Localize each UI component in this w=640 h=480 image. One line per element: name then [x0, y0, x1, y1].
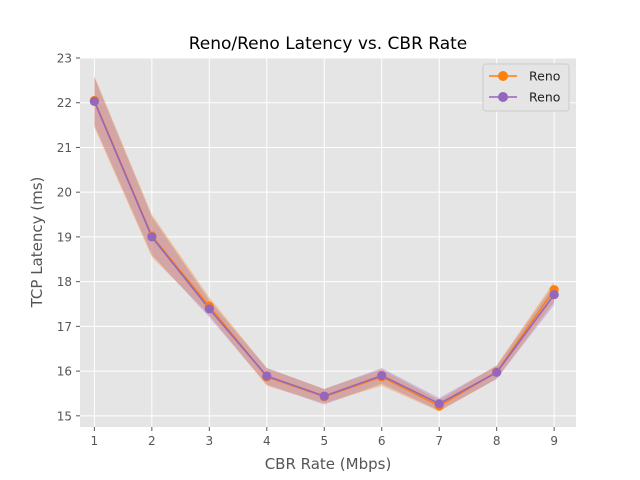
y-axis-ticks: 15 16 17 18 19 20 21 22 23 [57, 52, 80, 423]
series-1-point-2 [204, 304, 214, 314]
series-1-point-7 [492, 367, 502, 378]
series-1-point-5 [377, 370, 387, 381]
chart-title: Reno/Reno Latency vs. CBR Rate [189, 34, 468, 54]
x-tick-label-1: 2 [148, 434, 156, 448]
y-tick-label-7: 22 [57, 96, 72, 110]
y-tick-label-4: 19 [57, 230, 72, 244]
x-tick-label-8: 9 [550, 434, 558, 448]
series-1-point-0 [89, 96, 99, 106]
y-tick-label-3: 18 [57, 275, 72, 289]
x-tick-label-4: 5 [320, 434, 328, 448]
x-tick-label-6: 7 [435, 434, 443, 448]
x-tick-label-0: 1 [91, 434, 99, 448]
y-tick-label-2: 17 [57, 320, 72, 334]
legend-entry-1: Reno [489, 90, 560, 105]
series-1-point-4 [319, 391, 329, 401]
series-1-point-8 [549, 290, 559, 300]
series-points [89, 95, 559, 411]
x-tick-label-5: 6 [378, 434, 386, 448]
legend-label-1: Reno [529, 90, 560, 105]
legend: Reno Reno [482, 63, 570, 112]
y-axis-label: TCP Latency (ms) [28, 177, 46, 309]
series-1-point-6 [434, 399, 444, 409]
plot-background [80, 58, 576, 427]
legend-label-0: Reno [529, 69, 560, 84]
x-tick-label-7: 8 [493, 434, 501, 448]
x-axis-label: CBR Rate (Mbps) [265, 455, 392, 473]
series-1-point-3 [262, 371, 272, 381]
legend-marker-0 [498, 71, 508, 81]
legend-marker-1 [498, 92, 508, 102]
legend-entry-0: Reno [489, 69, 560, 84]
x-tick-label-2: 3 [205, 434, 213, 448]
x-tick-label-3: 4 [263, 434, 271, 448]
y-tick-label-8: 23 [57, 52, 72, 66]
series-1-point-1 [147, 232, 157, 242]
y-tick-label-0: 15 [57, 409, 72, 423]
x-axis-ticks: 1 2 3 4 5 6 7 8 9 [91, 427, 558, 448]
y-tick-label-5: 20 [57, 186, 72, 200]
y-tick-label-1: 16 [57, 365, 72, 379]
y-tick-label-6: 21 [57, 141, 72, 155]
